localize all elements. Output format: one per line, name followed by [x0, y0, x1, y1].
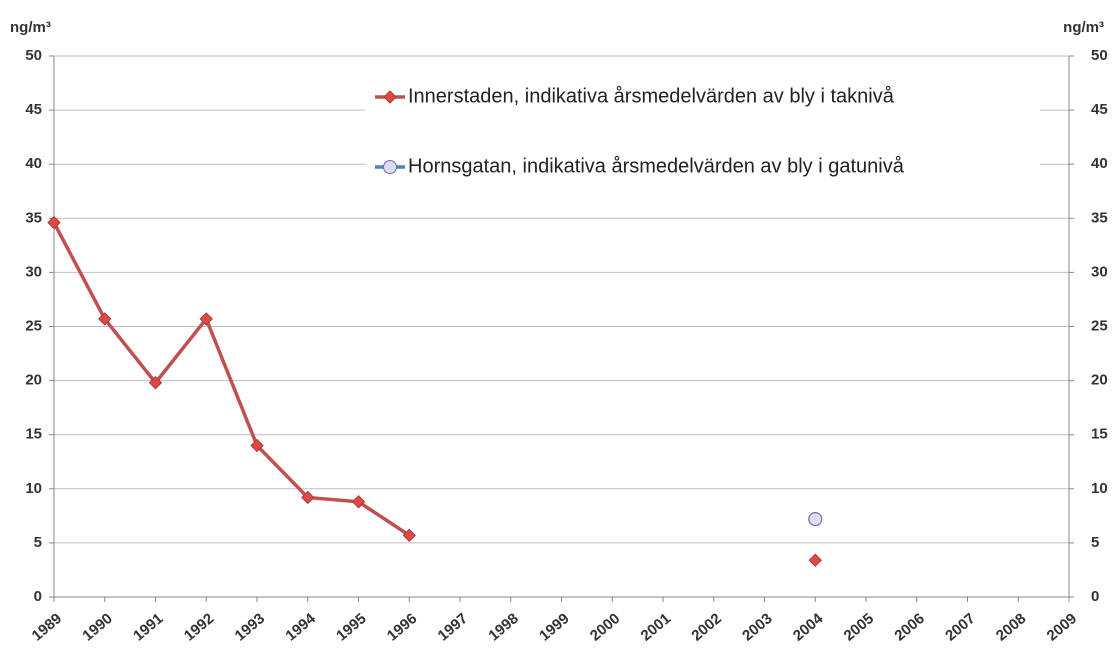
x-tick-label: 1995: [333, 610, 369, 644]
x-tick-label: 1991: [130, 610, 166, 644]
y2-tick-label: 25: [1091, 317, 1108, 334]
x-tick-label: 1999: [536, 610, 572, 644]
x-tick-label: 2000: [587, 610, 623, 644]
y-tick-label: 10: [25, 480, 42, 497]
x-tick-label: 1998: [485, 610, 521, 644]
y2-axis-label: ng/m³: [1063, 19, 1104, 36]
data-point: [148, 376, 163, 390]
x-tick-label: 2007: [942, 610, 978, 644]
data-point: [98, 312, 112, 326]
y-axis-label: ng/m³: [10, 19, 51, 36]
y-tick-label: 25: [25, 317, 42, 334]
y-tick-label: 20: [25, 372, 42, 389]
legend-box: [365, 70, 1040, 195]
x-tick-label: 2001: [638, 610, 674, 644]
y-tick-label: 35: [25, 209, 42, 226]
x-tick-label: 1993: [232, 610, 268, 644]
y2-tick-label: 20: [1091, 372, 1108, 389]
x-tick-label: 2006: [891, 610, 927, 644]
x-tick-label: 1997: [435, 610, 471, 644]
legend-label: Hornsgatan, indikativa årsmedelvärden av…: [408, 155, 905, 177]
y-tick-label: 45: [25, 101, 42, 118]
x-tick-label: 1989: [29, 610, 65, 644]
data-point: [808, 553, 822, 567]
y2-tick-label: 45: [1091, 101, 1108, 118]
x-tick-label: 1994: [282, 610, 319, 645]
y-tick-label: 40: [25, 155, 42, 172]
y2-tick-label: 5: [1091, 534, 1099, 551]
y2-tick-label: 30: [1091, 263, 1108, 280]
data-point: [808, 511, 823, 527]
legend-marker: [383, 90, 397, 104]
x-tick-label: 2008: [993, 610, 1029, 644]
data-point: [351, 495, 366, 509]
x-tick-label: 2004: [790, 610, 827, 645]
x-tick-label: 1990: [79, 610, 115, 644]
x-tick-label: 1992: [181, 610, 217, 644]
data-point: [199, 312, 213, 326]
y2-tick-label: 35: [1091, 209, 1108, 226]
y-tick-label: 15: [25, 426, 42, 443]
y2-tick-label: 15: [1091, 426, 1108, 443]
x-tick-label: 2003: [739, 610, 775, 644]
data-point: [301, 490, 315, 505]
data-point: [250, 438, 264, 453]
y2-tick-label: 0: [1091, 588, 1099, 605]
legend-label: Innerstaden, indikativa årsmedelvärden a…: [408, 85, 895, 107]
data-point: [402, 528, 416, 543]
data-point: [47, 215, 61, 230]
y2-tick-label: 50: [1091, 47, 1108, 64]
y-tick-label: 30: [25, 263, 42, 280]
x-tick-label: 2002: [688, 610, 724, 644]
y2-tick-label: 10: [1091, 480, 1108, 497]
x-tick-label: 1996: [384, 610, 420, 644]
x-tick-label: 2009: [1044, 610, 1080, 644]
y-tick-label: 0: [34, 588, 42, 605]
y-tick-label: 50: [25, 47, 42, 64]
y2-tick-label: 40: [1091, 155, 1108, 172]
x-tick-label: 2005: [841, 610, 877, 644]
y-tick-label: 5: [34, 534, 42, 551]
legend-marker: [383, 160, 397, 174]
series-line: [54, 223, 815, 561]
